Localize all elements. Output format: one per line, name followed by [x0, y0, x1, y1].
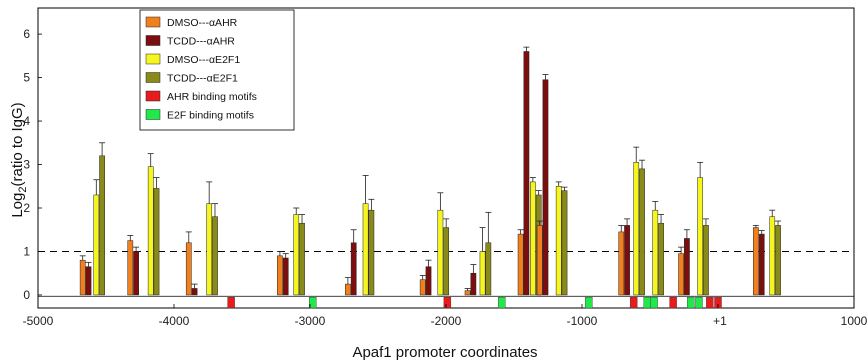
- bar-tcdd-e2f1-1: [153, 188, 160, 296]
- motif-marker-e2f-10: [695, 297, 703, 309]
- bar-tcdd-ahr-12: [758, 233, 765, 296]
- legend-label-1: TCDD---αAHR: [167, 36, 235, 48]
- bar-dmso-e2f1-7: [530, 181, 536, 296]
- bar-dmso-ahr-0: [79, 259, 86, 296]
- bar-tcdd-e2f1-12: [775, 225, 781, 296]
- bar-tcdd-e2f1-3: [299, 222, 305, 296]
- y-axis-title-sub: 2: [17, 187, 29, 193]
- bar-dmso-ahr-7: [517, 233, 524, 296]
- x-tick-label--5000: -5000: [23, 314, 54, 328]
- bar-tcdd-e2f1-6: [485, 242, 492, 296]
- bar-dmso-e2f1-0: [93, 194, 100, 296]
- motif-marker-ahr-5: [629, 297, 638, 309]
- x-tick-label--2000: -2000: [431, 314, 462, 328]
- bar-tcdd-ahr-2: [191, 288, 198, 296]
- motif-marker-e2f-1: [309, 297, 317, 309]
- bar-tcdd-ahr-7: [523, 51, 530, 296]
- bar-dmso-e2f1-8: [555, 186, 562, 296]
- y-tick-label-5: 5: [23, 71, 30, 85]
- x-axis-title: Apaf1 promoter coordinates: [352, 344, 537, 361]
- x-tick-label-1000: 1000: [841, 314, 868, 328]
- bar-dmso-e2f1-11: [697, 177, 703, 296]
- tss-label: +1: [713, 314, 727, 328]
- bar-dmso-ahr-3: [277, 255, 283, 296]
- legend-swatch-2: [145, 53, 161, 65]
- motif-marker-e2f-3: [498, 297, 506, 309]
- bar-dmso-ahr-6: [464, 290, 471, 296]
- bar-tcdd-ahr-9: [624, 225, 630, 296]
- motif-marker-e2f-9: [687, 297, 695, 309]
- motif-marker-ahr-0: [227, 297, 235, 309]
- bar-tcdd-e2f1-9: [639, 168, 645, 296]
- bar-dmso-e2f1-3: [293, 214, 300, 296]
- bar-dmso-ahr-1: [127, 240, 134, 296]
- bar-tcdd-ahr-8: [542, 79, 549, 296]
- bar-dmso-e2f1-10: [652, 209, 659, 296]
- y-axis-title-main: Log: [9, 193, 26, 218]
- y-tick-label-3: 3: [23, 158, 30, 172]
- legend-label-2: DMSO---αE2F1: [167, 54, 240, 66]
- bar-dmso-e2f1-6: [479, 251, 486, 296]
- legend-swatch-5: [145, 109, 161, 120]
- x-tick-label--1000: -1000: [567, 314, 598, 328]
- legend-label-0: DMSO---αAHR: [167, 17, 238, 29]
- y-tick-label-4: 4: [23, 114, 30, 128]
- y-tick-label-6: 6: [23, 27, 30, 41]
- bar-dmso-e2f1-1: [147, 166, 154, 296]
- motif-marker-ahr-11: [706, 297, 714, 309]
- motif-marker-e2f-4: [585, 297, 593, 309]
- legend-label-5: E2F binding motifs: [167, 110, 254, 122]
- y-tick-label-2: 2: [23, 201, 30, 215]
- bar-tcdd-e2f1-5: [443, 227, 450, 296]
- x-tick-label--4000: -4000: [159, 314, 190, 328]
- bar-tcdd-ahr-1: [133, 251, 139, 296]
- bar-dmso-e2f1-12: [769, 216, 776, 296]
- bar-tcdd-ahr-6: [470, 272, 477, 296]
- bar-dmso-e2f1-4: [362, 203, 369, 296]
- legend-label-4: AHR binding motifs: [167, 91, 257, 103]
- bar-tcdd-ahr-5: [425, 266, 432, 296]
- bar-tcdd-e2f1-8: [561, 190, 568, 296]
- legend-box: [139, 9, 295, 131]
- bar-dmso-ahr-9: [618, 231, 625, 296]
- motif-marker-ahr-2: [443, 297, 452, 309]
- bar-tcdd-e2f1-10: [658, 222, 664, 296]
- motif-marker-e2f-6: [643, 297, 651, 309]
- bar-tcdd-ahr-4: [350, 242, 357, 296]
- y-tick-label-1: 1: [23, 244, 30, 258]
- bar-dmso-e2f1-9: [633, 162, 640, 296]
- legend-swatch-0: [145, 16, 161, 28]
- bar-dmso-e2f1-5: [437, 209, 444, 296]
- motif-marker-ahr-8: [669, 297, 677, 309]
- legend-swatch-4: [145, 90, 161, 102]
- bar-tcdd-e2f1-2: [212, 216, 218, 296]
- legend-swatch-1: [145, 35, 161, 46]
- bar-dmso-e2f1-2: [206, 203, 213, 296]
- y-axis-title: Log2(ratio to IgG): [9, 102, 29, 217]
- bar-tcdd-ahr-11: [684, 238, 690, 296]
- legend-swatch-3: [145, 72, 161, 83]
- legend-label-3: TCDD---αE2F1: [167, 73, 238, 85]
- bar-tcdd-ahr-0: [85, 266, 92, 296]
- bar-tcdd-ahr-3: [282, 257, 289, 296]
- bar-tcdd-e2f1-0: [99, 155, 105, 296]
- bar-dmso-ahr-12: [753, 227, 759, 296]
- bar-dmso-ahr-5: [419, 279, 426, 296]
- bar-dmso-ahr-4: [345, 283, 351, 296]
- bar-tcdd-e2f1-4: [368, 209, 375, 296]
- bar-tcdd-e2f1-11: [703, 225, 709, 296]
- x-tick-label--3000: -3000: [295, 314, 326, 328]
- y-axis-title-rest: (ratio to IgG): [9, 102, 26, 186]
- bar-dmso-ahr-11: [678, 253, 684, 296]
- bar-dmso-ahr-8: [536, 225, 543, 296]
- motif-marker-e2f-7: [650, 297, 658, 309]
- y-tick-label-0: 0: [23, 288, 30, 302]
- bar-dmso-ahr-2: [185, 242, 192, 296]
